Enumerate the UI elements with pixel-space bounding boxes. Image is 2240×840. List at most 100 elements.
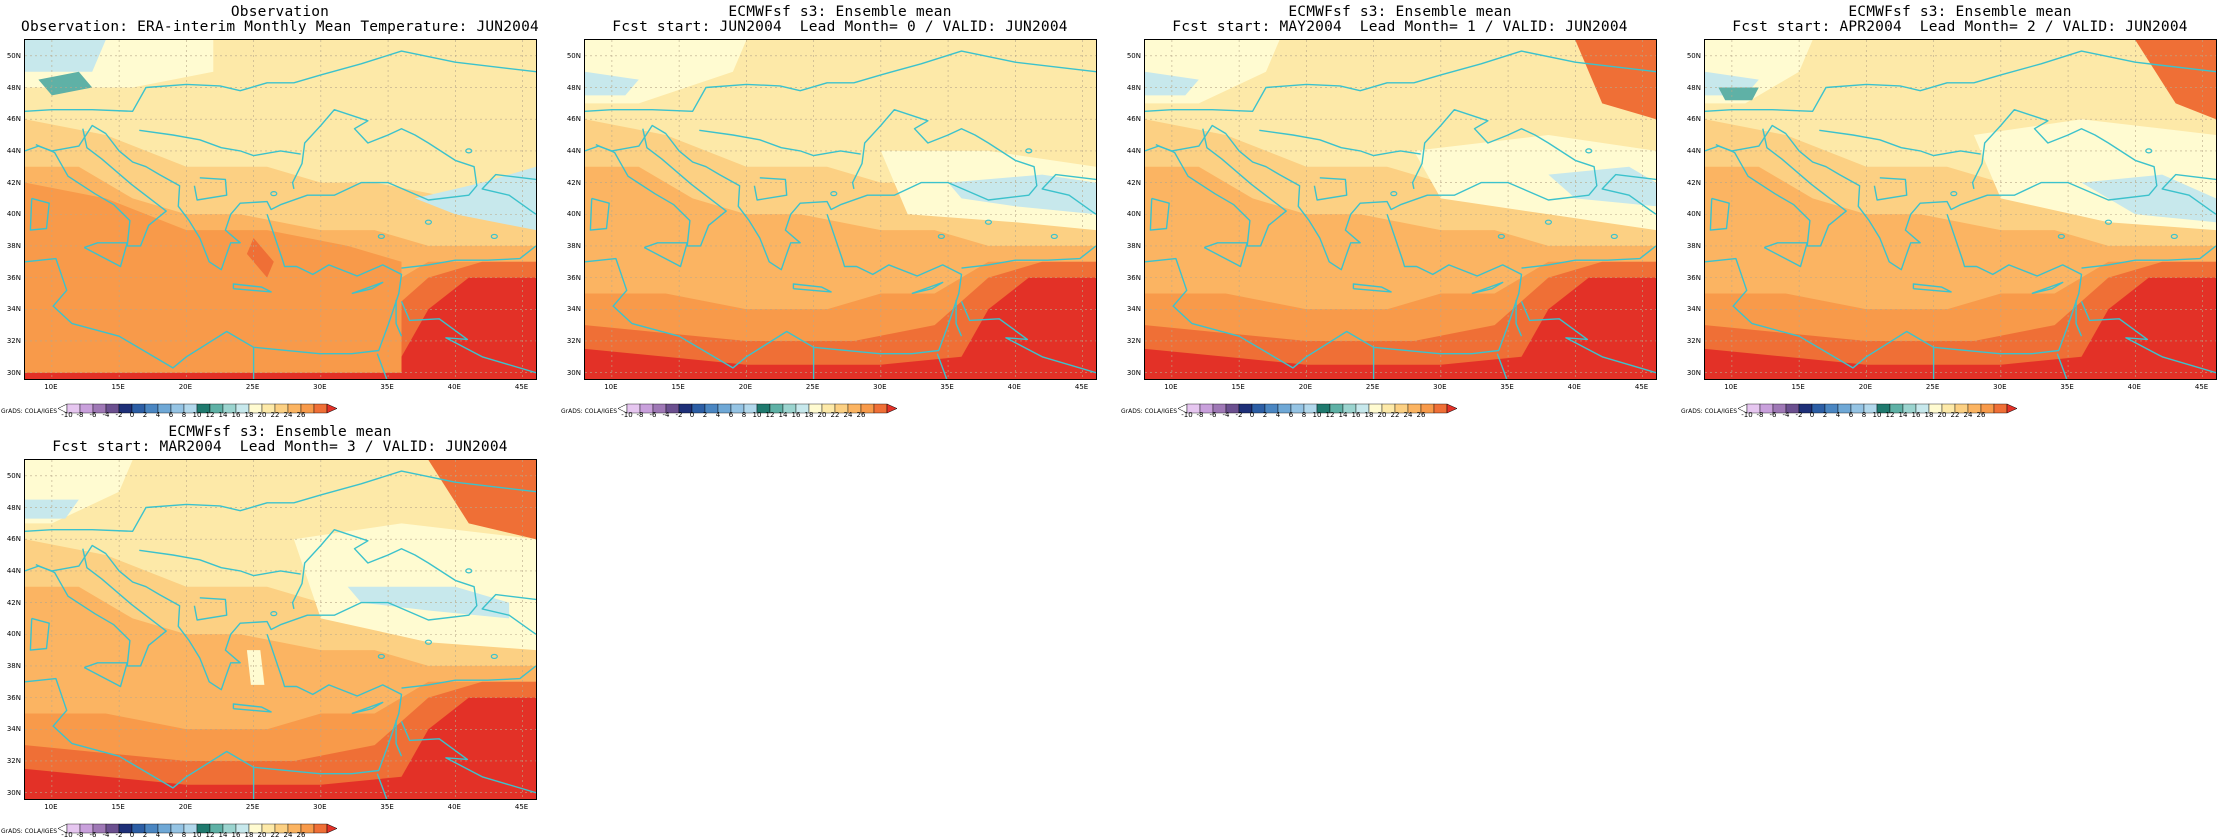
colorbar-tick-label: 8 (181, 831, 187, 839)
lon-tick-label: 20E (1298, 383, 1313, 391)
grads-credit: GrADS: COLA/IGES (1, 408, 58, 415)
coastline (25, 214, 403, 369)
panel-title: ECMWFsf s3: Ensemble mean (728, 4, 952, 20)
map-frame (24, 459, 537, 800)
lon-tick-label: 25E (245, 803, 260, 811)
lon-tick-label: 40E (447, 803, 461, 811)
colorbar-tick-label: 0 (129, 411, 135, 419)
lat-tick-label: 32N (6, 336, 21, 345)
lat-tick-label: 48N (566, 83, 581, 92)
colorbar-tick-label: 10 (192, 411, 202, 419)
colorbar-tick-label: -2 (675, 411, 683, 419)
lon-tick-label: 35E (380, 383, 394, 391)
colorbar-tick-label: -8 (1756, 411, 1764, 419)
coastline (589, 197, 610, 231)
colorbar-max-arrow (326, 823, 338, 834)
lat-tick-label: 38N (1126, 241, 1141, 250)
lat-tick-label: 36N (566, 273, 581, 282)
map-panel-2: ECMWFsf s3: Ensemble mean Fcst start: JU… (560, 0, 1120, 420)
panel-title: Observation (230, 4, 330, 20)
lake-outline (937, 233, 945, 240)
colorbar-tick-label: 14 (218, 411, 228, 419)
coastline (193, 177, 228, 201)
colorbar-tick-label: -2 (1235, 411, 1243, 419)
lon-tick-label: 10E (1164, 383, 1178, 391)
lat-tick-label: 34N (6, 725, 21, 734)
colorbar-tick-label: 8 (1301, 411, 1307, 419)
panel-title: ECMWFsf s3: Ensemble mean (1848, 4, 2072, 20)
lon-tick-label: 25E (805, 383, 820, 391)
colorbar-swatches (1177, 403, 1458, 414)
colorbar-tick-label: 0 (129, 831, 135, 839)
lat-tick-label: 46N (566, 115, 581, 124)
colorbar-tick-label: 4 (1835, 411, 1841, 419)
lat-tick-label: 50N (6, 51, 21, 60)
panel-subtitle: Fcst start: APR2004 Lead Month= 2 / VALI… (1732, 19, 2188, 35)
lat-tick-label: 36N (6, 273, 21, 282)
lon-tick-label: 20E (1858, 383, 1873, 391)
coastline (83, 242, 128, 268)
warm-zone-16 (320, 40, 536, 135)
grads-credit: GrADS: COLA/IGES (561, 408, 618, 415)
lake-outline (984, 219, 993, 225)
lat-tick-label: 48N (1686, 83, 1701, 92)
lake-outline (377, 233, 385, 240)
colorbar-swatch (873, 403, 888, 414)
lon-tick-label: 30E (873, 383, 887, 391)
lon-tick-label: 20E (178, 803, 193, 811)
lat-tick-label: 38N (566, 241, 581, 250)
coastline (1819, 129, 1981, 157)
map-panel-4: ECMWFsf s3: Ensemble mean Fcst start: AP… (1680, 0, 2240, 420)
coastline (35, 548, 167, 667)
lake-outline (1544, 219, 1553, 225)
lat-tick-label: 46N (1686, 115, 1701, 124)
lat-tick-label: 38N (6, 241, 21, 250)
lon-tick-label: 45E (514, 383, 529, 391)
lat-tick-label: 40N (6, 210, 21, 219)
lat-tick-label: 30N (6, 368, 21, 377)
colorbar-tick-label: 26 (296, 411, 306, 419)
colorbar-max-arrow (2006, 403, 2018, 414)
lat-tick-label: 48N (1126, 83, 1141, 92)
colorbar-tick-label: 22 (1950, 411, 1960, 419)
colorbar-tick-label: 2 (1822, 411, 1828, 419)
coastline (753, 177, 788, 201)
colorbar-tick-label: 26 (1976, 411, 1986, 419)
coastline (1873, 177, 1908, 201)
colorbar-tick-label: 16 (231, 831, 241, 839)
lat-tick-label: 48N (6, 503, 21, 512)
colorbar-tick-label: 6 (1848, 411, 1854, 419)
coastline (2161, 173, 2216, 215)
coastline (395, 299, 403, 337)
colorbar-tick-label: 4 (155, 831, 161, 839)
coastline (2031, 281, 2064, 295)
colorbar-tick-label: 20 (1377, 411, 1387, 419)
colorbar-tick-label: 16 (1911, 411, 1921, 419)
colorbar-tick-label: 22 (270, 831, 280, 839)
lat-tick-label: 40N (1126, 210, 1141, 219)
coastline (585, 214, 963, 369)
lat-tick-label: 38N (1686, 241, 1701, 250)
coastline (1145, 214, 1523, 369)
colorbar-tick-label: 0 (1249, 411, 1255, 419)
colorbar-swatches (57, 823, 338, 834)
lat-tick-label: 44N (6, 146, 21, 155)
colorbar-tick-label: 20 (1937, 411, 1947, 419)
lake-outline (465, 148, 473, 154)
lat-tick-label: 50N (566, 51, 581, 60)
lat-tick-label: 42N (1126, 178, 1141, 187)
coastline (25, 108, 478, 271)
colorbar-tick-label: 8 (1861, 411, 1867, 419)
hot-zone-26 (585, 277, 1096, 379)
lake-outline (424, 219, 433, 225)
colorbar-tick-label: 8 (181, 411, 187, 419)
coastline (2056, 353, 2068, 379)
colorbar-tick-label: 4 (1275, 411, 1281, 419)
coastline (595, 128, 727, 247)
lat-tick-label: 50N (1126, 51, 1141, 60)
coastline (376, 773, 388, 799)
colorbar-tick-label: 20 (817, 411, 827, 419)
coastline (1145, 108, 1598, 271)
coastline (193, 597, 228, 621)
lat-tick-label: 40N (6, 630, 21, 639)
